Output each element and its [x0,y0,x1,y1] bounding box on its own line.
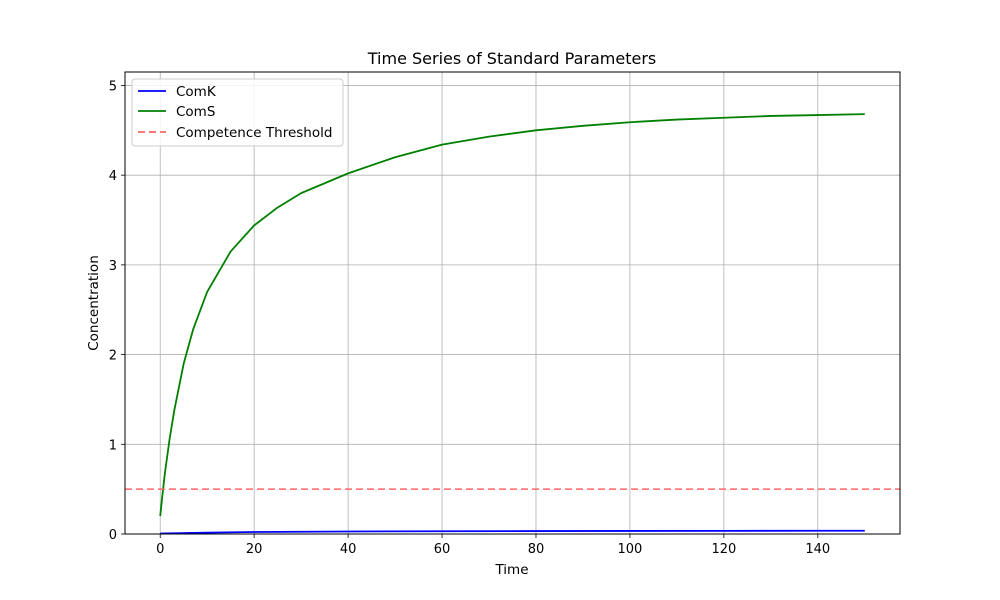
series-line-coms [159,113,865,517]
y-tick-label: 4 [109,169,117,184]
legend-label-coms: ComS [176,104,215,120]
x-tick-label: 140 [805,542,830,557]
x-tick-label: 80 [528,542,545,557]
axis-ticks: 0 20 40 60 80 100 120 140 0 1 2 3 4 5 [109,79,830,557]
series-line-comk [160,529,865,534]
x-tick-label: 60 [434,542,451,557]
x-tick-label: 120 [711,542,736,557]
series-lines [125,113,900,534]
x-tick-label: 40 [340,542,357,557]
x-tick-label: 0 [156,542,164,557]
legend-box [131,78,344,147]
y-axis-label: Concentration [86,255,102,351]
y-tick-label: 0 [109,528,117,543]
legend-label-comk: ComK [176,84,217,100]
plot-frame [124,71,901,535]
x-axis-label: Time [494,562,528,578]
x-tick-label: 20 [246,542,263,557]
chart-title: Time Series of Standard Parameters [367,49,657,68]
legend-label-threshold: Competence Threshold [176,125,332,141]
y-tick-label: 1 [109,438,117,453]
x-tick-label: 100 [618,542,643,557]
y-tick-label: 2 [109,349,117,364]
y-tick-label: 3 [109,259,117,274]
y-tick-label: 5 [109,79,117,94]
legend: ComK ComS Competence Threshold [131,78,344,147]
